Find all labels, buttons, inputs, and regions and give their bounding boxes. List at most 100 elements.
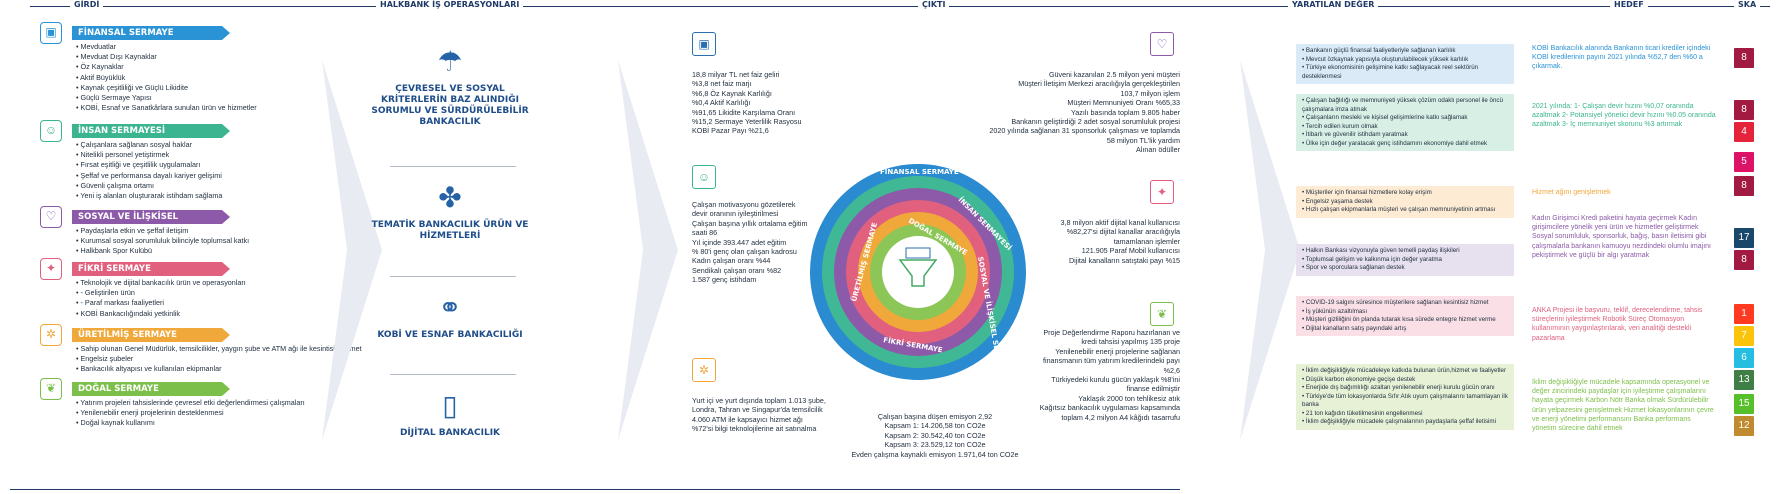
output-intel: 3,8 milyon aktif dijital kanal kullanıcı…	[1040, 218, 1180, 265]
capital-item: Çalışanlara sağlanan sosyal haklar	[76, 140, 336, 150]
capital-item: Nitelikli personel yetiştirmek	[76, 150, 336, 160]
value-block: Bankanın güçlü finansal faaliyetleriyle …	[1296, 44, 1514, 84]
value-item: İklim değişikliğiyle mücadele çalışmalar…	[1302, 418, 1508, 427]
capital-title: ÜRETİLMİŞ SERMAYE	[72, 328, 230, 342]
capital-item: Yatırım projeleri tahsislerinde çevresel…	[76, 398, 336, 408]
leaf-icon: ❦	[1150, 302, 1174, 326]
people-icon: ☺	[40, 120, 62, 142]
output-line: %0,4 Aktif Karlılığı	[692, 98, 751, 108]
output-line: %72'si bilgi teknolojilerine ait satınal…	[692, 424, 817, 434]
value-item: İtibarlı ve güvenilir istihdam yaratmak	[1302, 131, 1508, 140]
capital-item: Halkbank Spor Kulübü	[76, 246, 336, 256]
value-item: İklim değişikliğiyle mücadeleye katkıda …	[1302, 367, 1508, 376]
output-line: Kapsam 1: 14.206,58 ton CO2e	[884, 421, 986, 431]
output-human: Çalışan motivasyonu gözetilerek devir or…	[692, 200, 812, 285]
business-divider	[390, 276, 516, 277]
output-line: Kağıtsız bankacılık uygulaması kapsamınd…	[1039, 403, 1180, 422]
sdg-badge: 1	[1734, 304, 1754, 324]
value-block: İklim değişikliğiyle mücadeleye katkıda …	[1296, 364, 1514, 430]
target-text: ANKA Projesi ile başvuru, teklif, derece…	[1532, 307, 1703, 342]
output-prod: Yurt içi ve yurt dışında toplam 1.013 şu…	[692, 396, 852, 434]
value-item: Çalışanların mesleki ve kişisel gelişiml…	[1302, 114, 1508, 123]
target-text: KOBİ Bankacılık alanında Bankanın ticari…	[1532, 45, 1711, 71]
output-line: Kadın çalışan oranı %44	[692, 256, 771, 266]
output-line: % 80'i genç olan çalışan kadrosu	[692, 247, 797, 257]
capital-item: Yenilenebilir enerji projelerinin destek…	[76, 408, 336, 418]
handshake-icon: ⚭	[438, 292, 462, 323]
output-line: Kapsam 3: 23.529,12 ton CO2e	[884, 440, 986, 450]
business-block: ✤ TEMATİK BANKACILIK ÜRÜN VE HİZMETLERİ	[370, 180, 530, 242]
value-item: Hızlı çalışan ekipmanlarla müşteri ve ça…	[1302, 206, 1508, 215]
output-line: Müşteri Memnuniyeti Oranı %65,33	[1067, 98, 1180, 108]
output-line: 4.060 ATM ile kapsayıcı hizmet ağı	[692, 414, 803, 424]
output-line: Yıl içinde 393.447 adet eğitim	[692, 237, 787, 247]
output-social: Güveni kazanılan 2.5 milyon yeni müşteri…	[980, 70, 1180, 155]
header-deger: YARATILAN DEĞER	[1288, 0, 1379, 9]
header-hedef: HEDEF	[1610, 0, 1648, 9]
gear-icon: ✲	[40, 324, 62, 346]
output-line: Alınan ödüller	[1136, 145, 1180, 155]
output-line: Proje Değerlendirme Raporu hazırlanan ve…	[1043, 328, 1180, 347]
capital-item: Güçlü Sermaye Yapısı	[76, 93, 336, 103]
value-block: Halkın Bankası vizyonuyla güven temelli …	[1296, 244, 1514, 276]
target-text: Hizmet ağını genişletmek	[1532, 189, 1611, 196]
capital-item: Bankacılık altyapısı ve kullanılan ekipm…	[76, 364, 336, 374]
value-item: COVID-19 salgını süresince müşterilere s…	[1302, 299, 1508, 308]
output-line: %15,2 Sermaye Yeterlilik Rasyosu	[692, 117, 802, 127]
capital-item: Engelsiz şubeler	[76, 354, 336, 364]
output-line: Türkiyedeki kurulu gücün yaklaşık %8'ini…	[1051, 375, 1180, 394]
value-block: Müşteriler için finansal hizmetlere kola…	[1296, 186, 1514, 218]
sdg-badge: 6	[1734, 348, 1754, 368]
value-item: Çalışan bağlılığı ve memnuniyeti yüksek …	[1302, 97, 1508, 114]
chevron-3	[1240, 60, 1300, 440]
sdg-badge: 8	[1734, 250, 1754, 270]
output-line: 1.587 genç istihdam	[692, 275, 757, 285]
sdg-badge: 15	[1734, 394, 1754, 414]
business-title: TEMATİK BANKACILIK ÜRÜN VE HİZMETLERİ	[371, 220, 529, 241]
business-title: ÇEVRESEL VE SOSYAL KRİTERLERİN BAZ ALIND…	[371, 84, 529, 127]
people-icon: ☺	[692, 165, 716, 189]
target-text: 2021 yılında: 1- Çalışan devir hızını %0…	[1532, 103, 1716, 129]
hands-icon: ♡	[1150, 32, 1174, 56]
business-block: ▯ DİJİTAL BANKACILIK	[370, 388, 530, 439]
output-line: Yenilenebilir enerji projelerine sağlana…	[1042, 346, 1180, 375]
value-item: İş yükünün azaltılması	[1302, 308, 1508, 317]
output-line: Çalışan başına düşen emisyon 2,92	[877, 412, 993, 421]
value-item: Müşteri gizliliğini ön planda tutarak kı…	[1302, 316, 1508, 325]
bulb-icon: ✦	[1150, 180, 1174, 204]
capital-item: Teknolojik ve dijital bankacılık ürün ve…	[76, 278, 336, 288]
capital-title: FİNANSAL SERMAYE	[72, 26, 230, 40]
sdg-badge: 5	[1734, 152, 1754, 172]
header-ska: SKA	[1734, 0, 1761, 9]
value-block: Çalışan bağlılığı ve memnuniyeti yüksek …	[1296, 94, 1514, 151]
capital-item: - Paraf markası faaliyetleri	[76, 298, 336, 308]
umbrella-icon: ☂	[437, 46, 463, 77]
capital-title: DOĞAL SERMAYE	[72, 382, 230, 396]
phone-icon: ▯	[442, 390, 458, 421]
business-divider	[390, 166, 516, 167]
output-emis: Çalışan başına düşen emisyon 2,92 Kapsam …	[840, 412, 1030, 459]
output-line: Müşteri İletişim Merkezi aracılığıyla ge…	[1018, 79, 1180, 89]
value-item: Bankanın güçlü finansal faaliyetleriyle …	[1302, 47, 1508, 56]
sdg-badge: 8	[1734, 48, 1754, 68]
output-line: Sendikalı çalışan oranı %82	[692, 265, 782, 275]
output-line: 103,7 milyon işlem	[1120, 88, 1180, 98]
header-is: HALKBANK İŞ OPERASYONLARI	[376, 0, 524, 9]
capital-item: Öz Kaynaklar	[76, 62, 336, 72]
output-line: Yazılı basında toplam 9.805 haber	[1071, 107, 1180, 117]
business-divider	[390, 374, 516, 375]
output-nat: Proje Değerlendirme Raporu hazırlanan ve…	[1030, 328, 1180, 422]
value-item: Mevcut özkaynak yapısıyla oluşturulabile…	[1302, 56, 1508, 65]
capital-item: Doğal kaynak kullanımı	[76, 418, 336, 428]
footer-bar	[0, 486, 1786, 492]
header-bar: GİRDİ HALKBANK İŞ OPERASYONLARI ÇIKTI YA…	[0, 0, 1786, 12]
output-line: Bankanın geliştirdiği 2 adet sosyal soru…	[1011, 117, 1180, 127]
output-line: KOBİ Pazar Payı %21,6	[692, 126, 769, 136]
output-line: %91,65 Likidite Karşılama Oranı	[692, 107, 796, 117]
sdg-badge: 12	[1734, 416, 1754, 436]
capital-title: SOSYAL VE İLİŞKİSEL SERMAYE	[72, 210, 230, 236]
value-item: Türkiye ekonomisinin gelişimine katkı sa…	[1302, 64, 1508, 81]
business-block: ☂ ÇEVRESEL VE SOSYAL KRİTERLERİN BAZ ALIN…	[370, 44, 530, 128]
output-line: 2020 yılında sağlanan 31 sponsorluk çalı…	[989, 126, 1180, 145]
sdg-badge: 4	[1734, 122, 1754, 142]
